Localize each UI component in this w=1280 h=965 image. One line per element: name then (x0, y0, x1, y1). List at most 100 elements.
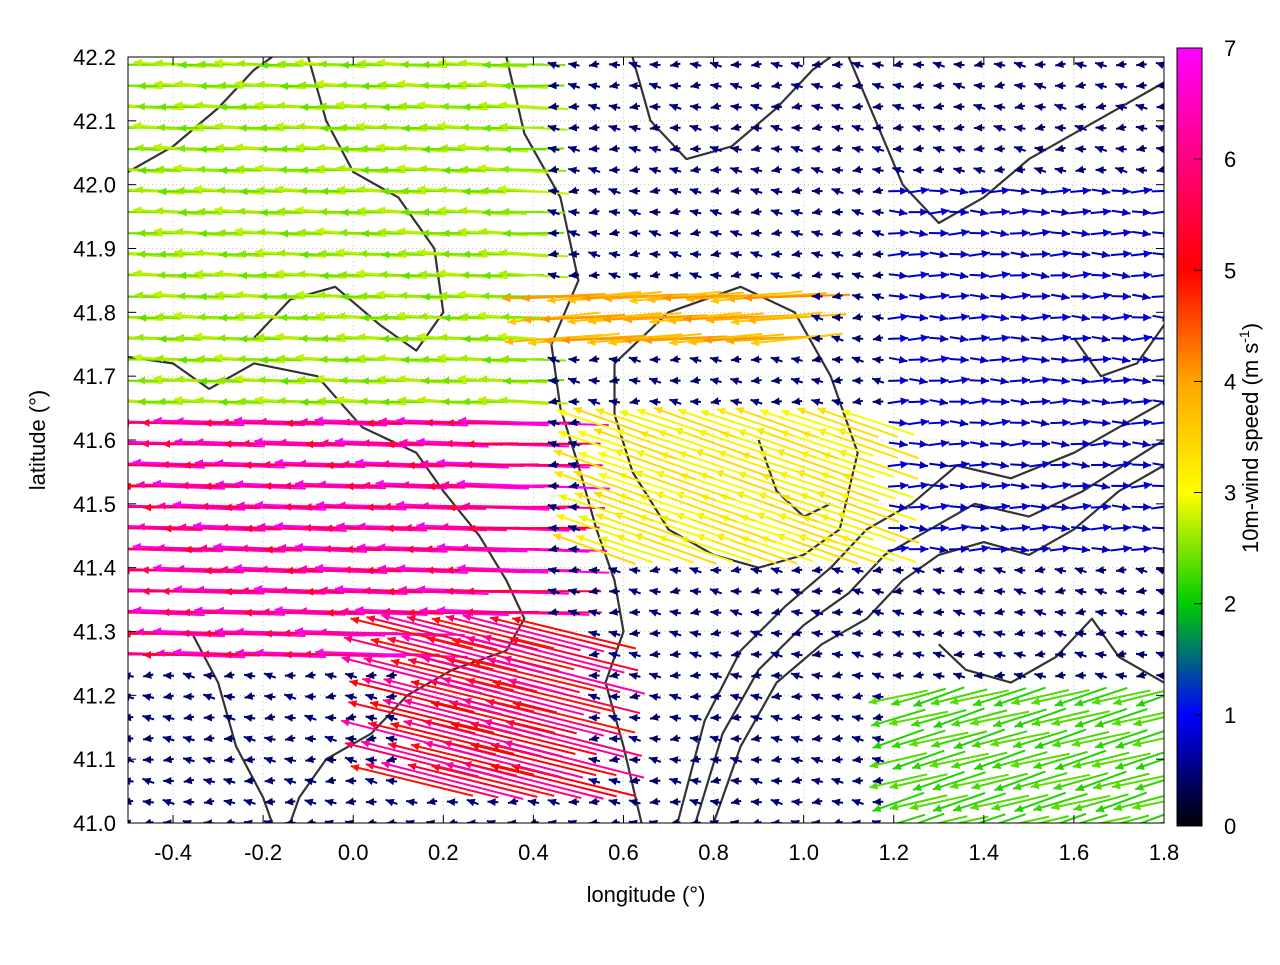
wind-vector-head (973, 825, 982, 832)
wind-vector-head (61, 419, 69, 427)
x-tick-label: 1.2 (878, 840, 909, 865)
colorbar-tick-label: 0 (1224, 814, 1236, 839)
wind-vector-head (1054, 825, 1063, 832)
wind-vector-head (115, 123, 123, 131)
wind-vector-head (930, 824, 939, 832)
wind-vector-head (59, 587, 67, 595)
wind-vector-head (53, 543, 61, 551)
wind-vector-head (113, 333, 121, 341)
y-tick-label: 42.1 (73, 109, 116, 134)
wind-vector-head (1164, 503, 1173, 511)
y-tick-label: 41.6 (73, 428, 116, 453)
wind-vector-head (61, 503, 69, 511)
wind-vector-head (73, 543, 81, 551)
wind-vector-head (77, 650, 85, 658)
wind-vector-head (58, 439, 66, 447)
wind-vector-head (57, 481, 65, 489)
wind-vector-head (97, 208, 105, 216)
wind-vector-head (99, 524, 107, 532)
x-tick-label: 0.6 (608, 840, 639, 865)
x-tick-label: 0.2 (428, 840, 459, 865)
wind-vector-head (117, 208, 125, 216)
wind-vector-head (117, 502, 125, 510)
wind-vector-head (78, 608, 86, 616)
wind-vector-head (102, 545, 110, 553)
wind-vector-head (1164, 187, 1172, 195)
wind-vector-head (123, 713, 132, 721)
wind-vector-shaft (464, 464, 603, 465)
wind-vector-head (93, 164, 101, 172)
wind-vector-head (953, 826, 962, 833)
y-tick-label: 42.2 (73, 45, 116, 70)
wind-vector-head (183, 820, 192, 827)
x-tick-label: 0.0 (338, 840, 369, 865)
wind-vector-head (1134, 825, 1143, 833)
y-tick-label: 41.3 (73, 620, 116, 645)
colorbar-label-superscript: -1 (1236, 330, 1252, 343)
colorbar-label: 10m-wind speed (m s-1) (1236, 323, 1263, 553)
wind-vector-head (97, 481, 105, 489)
y-tick-label: 41.4 (73, 556, 116, 581)
wind-vector-shaft (1152, 528, 1171, 529)
wind-vector-head (97, 356, 105, 364)
wind-vector-head (118, 293, 126, 301)
wind-vector-head (95, 144, 103, 152)
wind-vector-head (1093, 825, 1102, 833)
wind-vector-head (1164, 419, 1173, 427)
x-tick-label: 1.0 (788, 840, 819, 865)
wind-vector-head (94, 396, 102, 404)
wind-vector-head (1164, 271, 1173, 279)
wind-vector-head (123, 735, 131, 743)
colorbar-tick-label: 3 (1224, 481, 1236, 506)
colorbar-tick-label: 2 (1224, 592, 1236, 617)
wind-vector-head (118, 145, 126, 153)
wind-vector-head (122, 777, 131, 785)
colorbar-label-close: ) (1238, 323, 1263, 330)
wind-vector-head (872, 820, 881, 827)
wind-vector-head (51, 459, 59, 467)
colorbar-tick-label: 7 (1224, 36, 1236, 61)
x-tick-label: 1.4 (969, 840, 1000, 865)
wind-vector-head (93, 417, 101, 425)
y-tick-label: 41.1 (73, 747, 116, 772)
colorbar-tick-label: 5 (1224, 258, 1236, 283)
colorbar-label-main: 10m-wind speed (m s (1238, 343, 1263, 553)
wind-vector-shaft (1152, 380, 1171, 381)
x-tick-label: -0.2 (244, 840, 282, 865)
wind-vector-head (61, 567, 69, 575)
wind-vector-head (791, 820, 800, 827)
wind-vector-head (94, 586, 102, 594)
y-tick-label: 41.7 (73, 364, 116, 389)
colorbar-tick-label: 1 (1224, 703, 1236, 728)
wind-vector-head (991, 824, 1000, 832)
wind-vector-head (1164, 440, 1172, 448)
x-tick-label: 1.8 (1149, 840, 1180, 865)
wind-vector-head (1071, 824, 1080, 832)
wind-vector-head (115, 607, 123, 615)
wind-vector-head (120, 545, 128, 553)
wind-vector-head (1164, 292, 1172, 300)
y-axis-label: latitude (°) (25, 390, 50, 491)
wind-vector-head (95, 292, 103, 300)
wind-vector-head (1163, 482, 1171, 490)
wind-vector-head (1164, 208, 1173, 216)
wind-vector-head (102, 609, 110, 617)
wind-vector-head (568, 820, 577, 827)
wind-vector-head (710, 820, 719, 827)
wind-vector-head (893, 826, 902, 833)
wind-vector-head (1164, 335, 1172, 343)
wind-vector-shaft (1152, 296, 1172, 297)
y-tick-label: 41.8 (73, 300, 116, 325)
wind-vector-shaft (1152, 191, 1172, 192)
wind-vector-head (93, 80, 101, 88)
wind-vector-head (264, 820, 273, 827)
wind-vector-shaft (467, 528, 599, 529)
y-tick-label: 41.5 (73, 492, 116, 517)
x-tick-label: 1.6 (1059, 840, 1090, 865)
wind-vector-head (113, 101, 121, 109)
wind-vector-head (57, 629, 65, 637)
wind-vector-head (116, 355, 124, 363)
wind-vector-head (62, 651, 70, 659)
